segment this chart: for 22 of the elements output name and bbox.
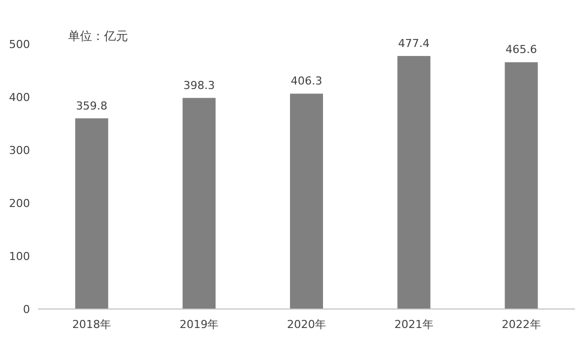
y-axis-title: 单位：亿元 <box>68 29 128 43</box>
y-tick-label: 200 <box>9 197 30 210</box>
data-label: 398.3 <box>183 78 215 92</box>
y-tick-label: 100 <box>9 250 30 263</box>
data-label: 406.3 <box>290 74 322 88</box>
bar <box>182 98 216 309</box>
x-tick-label: 2022年 <box>502 318 541 331</box>
x-tick-label: 2019年 <box>180 318 219 331</box>
x-tick-label: 2021年 <box>394 318 434 331</box>
x-tick-label: 2018年 <box>72 318 112 331</box>
bar <box>504 62 538 309</box>
bar <box>290 94 323 309</box>
bar <box>397 56 430 309</box>
y-tick-label: 400 <box>9 91 30 104</box>
x-tick-label: 2020年 <box>287 318 326 331</box>
y-tick-label: 300 <box>9 144 30 157</box>
data-label: 465.6 <box>506 43 538 56</box>
data-label: 477.4 <box>398 36 430 50</box>
data-label: 359.8 <box>76 99 108 112</box>
y-tick-label: 0 <box>23 303 30 316</box>
bar <box>75 118 108 309</box>
y-tick-label: 500 <box>9 38 30 51</box>
